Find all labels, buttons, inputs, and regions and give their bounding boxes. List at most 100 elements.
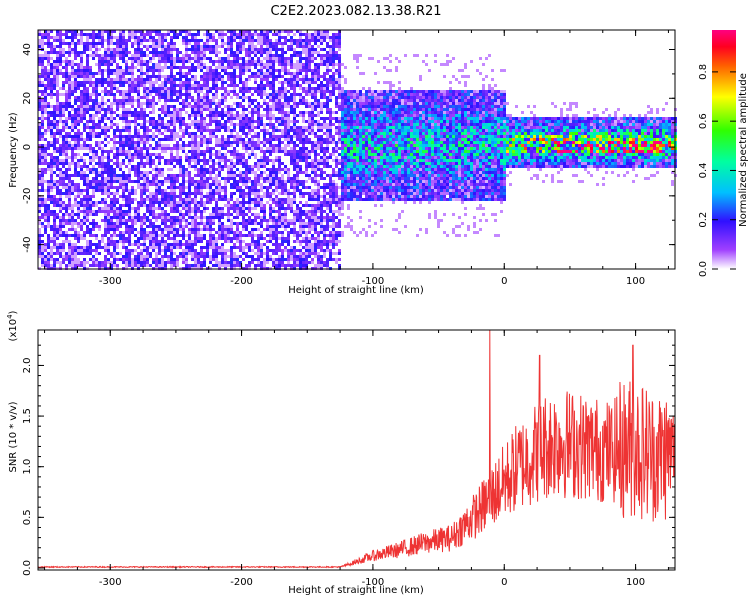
spectrogram-cell — [41, 162, 44, 165]
spectrogram-cell — [68, 249, 71, 252]
spectrogram-cell — [119, 141, 122, 144]
spectrogram-cell — [284, 192, 287, 195]
spectrogram-cell — [122, 162, 125, 165]
spectrogram-cell — [281, 36, 284, 39]
spectrogram-cell — [65, 99, 68, 102]
spectrogram-cell — [257, 57, 260, 60]
spectrogram-cell — [230, 60, 233, 63]
spectrogram-cell — [269, 213, 272, 216]
spectrogram-cell — [44, 132, 47, 135]
spectrogram-cell — [47, 39, 50, 42]
spectrogram-cell — [197, 42, 200, 45]
spectrogram-cell — [140, 111, 143, 114]
spectrogram-cell — [77, 111, 80, 114]
spectrogram-cell — [98, 57, 101, 60]
spectrogram-cell — [212, 84, 215, 87]
spectrogram-cell — [275, 93, 278, 96]
spectrogram-cell — [41, 153, 44, 156]
spectrogram-cell — [80, 96, 83, 99]
spectrogram-cell — [80, 156, 83, 159]
spectrogram-cell — [209, 78, 212, 81]
spectrogram-cell — [68, 117, 71, 120]
spectrogram-cell — [71, 222, 74, 225]
spectrogram-cell — [224, 249, 227, 252]
spectrogram-cell — [89, 180, 92, 183]
spectrogram-cell — [260, 219, 263, 222]
spectrogram-cell — [284, 186, 287, 189]
spectrogram-cell — [179, 213, 182, 216]
spectrogram-cell — [263, 150, 266, 153]
spectrogram-cell — [200, 102, 203, 105]
spectrogram-cell — [281, 249, 284, 252]
spectrogram-cell — [107, 261, 110, 264]
spectrogram-cell — [263, 210, 266, 213]
spectrogram-cell — [143, 240, 146, 243]
spectrogram-cell — [92, 114, 95, 117]
spectrogram-cell — [230, 258, 233, 261]
spectrogram-cell — [188, 180, 191, 183]
spectrogram-cell — [266, 234, 269, 237]
spectrogram-cell — [254, 216, 257, 219]
spectrogram-cell — [44, 96, 47, 99]
spectrogram-cell — [74, 36, 77, 39]
spectrogram-cell — [254, 177, 257, 180]
spectrogram-cell — [260, 42, 263, 45]
spectrogram-cell — [224, 105, 227, 108]
spectrogram-cell — [203, 162, 206, 165]
spectrogram-cell — [149, 264, 152, 267]
spectrogram-cell — [110, 186, 113, 189]
spectrogram-cell — [215, 201, 218, 204]
spectrogram-cell — [194, 192, 197, 195]
spectrogram-cell — [143, 165, 146, 168]
spectrogram-cell — [155, 228, 158, 231]
spectrogram-cell — [200, 171, 203, 174]
spectrogram-cell — [53, 195, 56, 198]
spectrogram-cell — [275, 39, 278, 42]
spectrogram-cell — [44, 201, 47, 204]
spectrogram-cell — [260, 261, 263, 264]
spectrogram-cell — [134, 87, 137, 90]
spectrogram-cell — [131, 249, 134, 252]
spectrogram-cell — [110, 165, 113, 168]
spectrogram-cell — [122, 57, 125, 60]
spectrogram-cell — [140, 147, 143, 150]
spectrogram-cell — [116, 207, 119, 210]
spectrogram-cell — [44, 180, 47, 183]
spectrogram-cell — [200, 99, 203, 102]
spectrogram-cell — [188, 93, 191, 96]
spectrogram-cell — [239, 69, 242, 72]
spectrogram-cell — [83, 72, 86, 75]
spectrogram-cell — [188, 54, 191, 57]
spectrogram-cell — [56, 168, 59, 171]
spectrogram-cell — [188, 132, 191, 135]
spectrogram-cell — [92, 210, 95, 213]
spectrogram-cell — [194, 201, 197, 204]
spectrogram-cell — [152, 246, 155, 249]
spectrogram-cell — [140, 96, 143, 99]
spectrogram-cell — [113, 264, 116, 267]
spectrogram-cell — [185, 225, 188, 228]
spectrogram-cell — [179, 96, 182, 99]
spectrogram-cell — [44, 129, 47, 132]
spectrogram-cell — [59, 174, 62, 177]
spectrogram-cell — [188, 66, 191, 69]
spectrogram-cell — [281, 75, 284, 78]
spectrogram-cell — [143, 72, 146, 75]
spectrogram-cell — [137, 30, 140, 33]
spectrogram-cell — [230, 144, 233, 147]
spectrogram-cell — [287, 141, 290, 144]
spectrogram-cell — [224, 99, 227, 102]
spectrogram-cell — [56, 108, 59, 111]
spectrogram-cell — [128, 240, 131, 243]
spectrogram-cell — [101, 54, 104, 57]
spectrogram-cell — [146, 153, 149, 156]
spectrogram-cell — [173, 264, 176, 267]
spectrogram-cell — [95, 45, 98, 48]
spectrogram-cell — [194, 156, 197, 159]
spectrogram-cell — [164, 210, 167, 213]
spectrogram-cell — [260, 207, 263, 210]
spectrogram-cell — [86, 165, 89, 168]
spectrogram-cell — [227, 105, 230, 108]
spectrogram-cell — [137, 96, 140, 99]
spectrogram-cell — [44, 147, 47, 150]
